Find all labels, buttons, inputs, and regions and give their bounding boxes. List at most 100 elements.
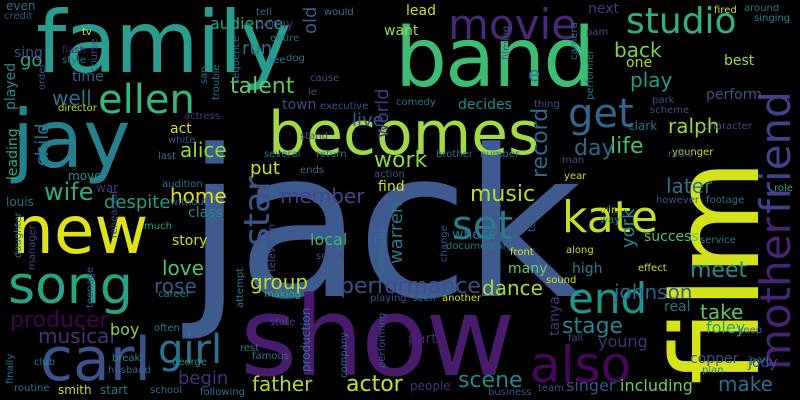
word-stand: stand: [300, 131, 328, 142]
word-meet: meet: [690, 258, 748, 283]
word-documentary: documentary: [446, 241, 513, 252]
word-actress: actress: [184, 111, 221, 122]
word-sound: sound: [546, 275, 577, 286]
word-johnson: johnson: [614, 280, 693, 304]
word-leading: leading: [5, 128, 21, 180]
word-town: town: [282, 97, 317, 113]
word-work: work: [374, 148, 428, 173]
word-credit: credit: [4, 11, 33, 22]
word-career: career: [158, 289, 190, 300]
word-smith: smith: [58, 383, 92, 397]
word-along: along: [566, 245, 594, 256]
word-run: run: [242, 38, 273, 59]
word-man: man: [562, 155, 585, 166]
word-wife: wife: [44, 178, 94, 206]
word-husband: husband: [108, 365, 152, 376]
word-jack: jack: [186, 107, 582, 345]
word-ends: ends: [300, 165, 325, 176]
word-win: win: [600, 205, 618, 216]
word-sequence: sequence: [231, 35, 242, 84]
word-plan: plan: [702, 365, 724, 376]
word-often: often: [154, 323, 180, 334]
word-clark: clark: [628, 119, 658, 133]
word-lead: lead: [406, 3, 436, 19]
word-war: war: [96, 181, 119, 195]
word-jay: jay: [12, 93, 131, 186]
word-way: way: [600, 215, 621, 226]
word-tour: tour: [527, 211, 538, 233]
word-entire: entire: [270, 33, 300, 44]
word-kate: kate: [562, 192, 658, 243]
word-carl: carl: [40, 325, 152, 395]
word-year: year: [564, 171, 587, 182]
word-penny: penny: [256, 17, 294, 31]
word-sing: sing: [14, 45, 43, 61]
word-daughter: daughter: [13, 212, 24, 258]
word-action: action: [374, 169, 405, 180]
word-san: san: [199, 66, 210, 84]
word-playing: playing: [370, 293, 407, 304]
word-live: live: [352, 110, 384, 131]
word-act: act: [170, 121, 192, 137]
word-find: find: [378, 179, 405, 195]
word-father: father: [252, 372, 313, 396]
word-attempt: attempt: [235, 267, 246, 308]
word-front: front: [510, 247, 534, 258]
word-team: team: [538, 383, 564, 394]
word-cause: cause: [310, 73, 340, 84]
word-movie: movie: [448, 0, 577, 49]
word-finally: finally: [5, 353, 16, 384]
word-performance: performance: [340, 274, 481, 299]
word-take: take: [700, 300, 744, 324]
word-without: without: [170, 197, 208, 208]
word-copper: copper: [690, 351, 739, 367]
word-thing: thing: [534, 99, 560, 110]
word-louis: louis: [6, 195, 34, 209]
word-stage: stage: [562, 314, 624, 339]
word-set: set: [452, 203, 514, 249]
word-start: start: [100, 383, 128, 397]
word-music: music: [470, 182, 536, 207]
word-making: making: [264, 289, 302, 300]
word-dog: dog: [286, 53, 305, 64]
word-life: life: [610, 134, 644, 159]
word-change: change: [439, 225, 450, 262]
word-character: character: [704, 121, 752, 132]
word-friend: friend: [751, 91, 800, 214]
word-one: one: [626, 55, 653, 71]
word-even: even: [6, 0, 36, 13]
word-much: much: [144, 221, 172, 232]
word-move: move: [68, 169, 102, 183]
word-business: business: [488, 387, 532, 398]
word-success: success: [644, 229, 699, 245]
word-put: put: [250, 158, 280, 179]
word-best: best: [724, 53, 755, 69]
word-well: well: [52, 86, 92, 110]
word-white: white: [168, 135, 196, 146]
word-routine: routine: [14, 383, 50, 394]
word-another: another: [442, 293, 482, 304]
word-however: however: [656, 195, 699, 206]
word-fired: fired: [714, 5, 737, 16]
word-company: company: [339, 331, 350, 378]
word-next: next: [588, 1, 620, 17]
word-seen: seen: [412, 293, 436, 304]
word-want: want: [384, 23, 419, 39]
word-mother: mother: [751, 217, 800, 370]
word-following: following: [200, 387, 245, 398]
word-foley: foley: [706, 318, 746, 337]
word-club: club: [34, 357, 55, 368]
word-ellen: ellen: [98, 77, 195, 123]
word-effect: effect: [638, 263, 667, 274]
word-tanya: tanya: [547, 296, 563, 336]
word-go: go: [20, 50, 43, 71]
word-would: would: [324, 7, 354, 18]
word-whose: whose: [452, 227, 497, 243]
word-love: love: [162, 256, 204, 280]
word-york: york: [618, 208, 639, 249]
word-school: school: [150, 385, 183, 396]
word-make: make: [718, 372, 773, 396]
word-production: production: [299, 307, 313, 372]
word-warren: warren: [386, 201, 407, 264]
word-local: local: [310, 230, 348, 249]
